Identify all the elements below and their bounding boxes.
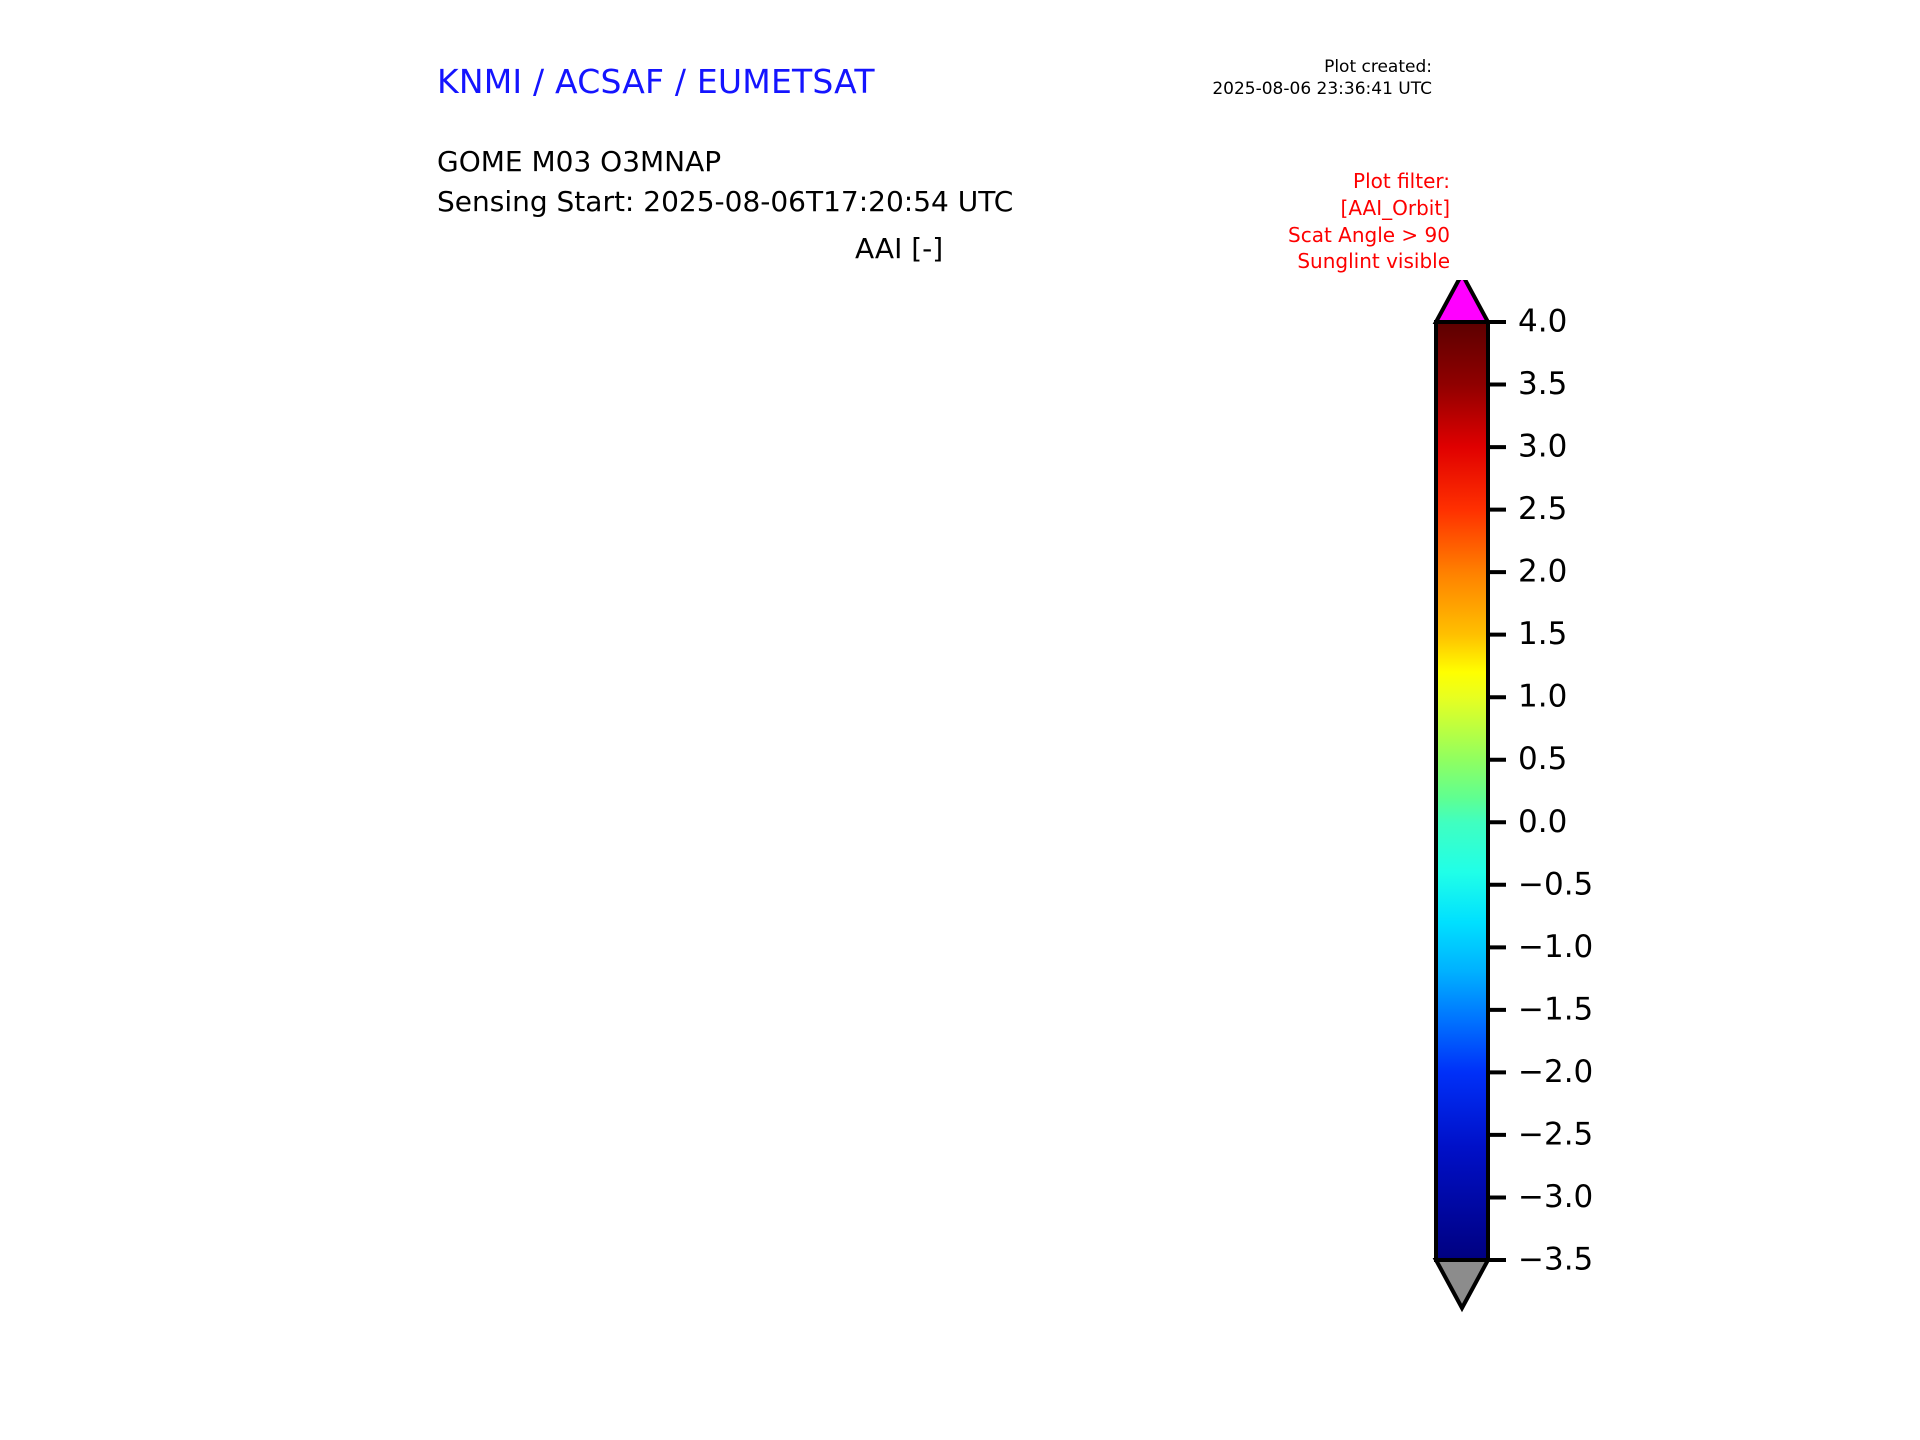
coastline-path	[564, 1268, 602, 1298]
colorbar-panel: 4.0 3.5 3.0 2.5 2.0 1.5 1.0 0.5 0.0 −0.5 −1.0 −1.5 −…	[1418, 280, 1658, 1320]
coastline-path	[426, 986, 603, 1118]
colorbar-tick-label: 1.0	[1518, 679, 1567, 715]
coastline-path	[717, 1246, 762, 1282]
colorbar-tick-label: 2.0	[1518, 554, 1567, 590]
aai-swath-layer	[440, 270, 1440, 1236]
coastline-path	[1020, 866, 1072, 904]
colorbar-tick-label: −0.5	[1518, 866, 1593, 902]
variable-label: AAI [-]	[855, 232, 944, 265]
map-svg	[420, 270, 1440, 1310]
coastline-path	[706, 1250, 970, 1289]
colorbar-tick-label: 1.5	[1518, 616, 1567, 652]
plot-created-label: Plot created:	[1324, 57, 1432, 77]
coastline-path	[1153, 823, 1207, 862]
map-panel	[420, 270, 1440, 1310]
colorbar-tick-label: −3.5	[1518, 1242, 1593, 1278]
colorbar-tick-label: 2.5	[1518, 491, 1567, 527]
colorbar-over-arrow	[1432, 280, 1492, 324]
organisation-header: KNMI / ACSAF / EUMETSAT	[437, 62, 875, 101]
colorbar-tick-label: 4.0	[1518, 304, 1567, 340]
map-contents	[426, 270, 1440, 1298]
aai-swath-cells	[440, 270, 1440, 1236]
coastline-path	[1266, 342, 1425, 706]
coastline-path	[972, 1234, 1016, 1268]
plot-filter-line-1: [AAI_Orbit]	[1340, 195, 1450, 220]
coastlines	[426, 342, 1429, 1298]
colorbar-tick-label: −3.0	[1518, 1179, 1593, 1215]
coastline-path	[1114, 889, 1182, 934]
colorbar-tick-label: 0.0	[1518, 804, 1567, 840]
coastline-path	[1321, 753, 1365, 789]
coastline-path	[476, 1137, 558, 1194]
colorbar-svg: 4.0 3.5 3.0 2.5 2.0 1.5 1.0 0.5 0.0 −0.5 −1.0 −1.5 −…	[1432, 280, 1593, 1313]
colorbar-tick-label: −1.5	[1518, 991, 1593, 1027]
colorbar-tick-label: 3.5	[1518, 366, 1567, 402]
product-name: GOME M03 O3MNAP	[437, 145, 722, 178]
coastline-path	[1009, 738, 1171, 852]
plot-created-value: 2025-08-06 23:36:41 UTC	[1212, 79, 1432, 100]
coastline-path	[1154, 916, 1282, 1072]
coastline-path	[1008, 1123, 1095, 1198]
plot-created-block: Plot created: 2025-08-06 23:36:41 UTC	[1212, 56, 1432, 101]
colorbar-tick-label: −1.0	[1518, 929, 1593, 965]
colorbar-tick-label: −2.5	[1518, 1116, 1593, 1152]
colorbar-tick-label: 0.5	[1518, 741, 1567, 777]
coastline-path	[1154, 706, 1266, 916]
colorbar-under-arrow	[1432, 1258, 1492, 1313]
colorbar-tick-label: −2.0	[1518, 1054, 1593, 1090]
product-title-block: GOME M03 O3MNAP Sensing Start: 2025-08-0…	[437, 142, 1013, 222]
coastline-path	[1203, 966, 1281, 1034]
colorbar-gradient	[1434, 320, 1490, 1262]
plot-filter-line-3: Sunglint visible	[1297, 249, 1450, 274]
plot-filter-title: Plot filter:	[1353, 169, 1450, 193]
colorbar-tick-label: 3.0	[1518, 429, 1567, 465]
plot-filter-block: Plot filter: [AAI_Orbit] Scat Angle > 90…	[1288, 168, 1450, 275]
plot-filter-line-2: Scat Angle > 90	[1288, 222, 1450, 247]
coastline-path	[690, 931, 875, 1250]
coastline-path	[1080, 826, 1142, 872]
sensing-start: Sensing Start: 2025-08-06T17:20:54 UTC	[437, 184, 1014, 218]
coastline-path	[1038, 342, 1422, 516]
colorbar-ticks: 4.0 3.5 3.0 2.5 2.0 1.5 1.0 0.5 0.0 −0.5 −1.0 −1.5 −…	[1488, 304, 1593, 1278]
coastline-path	[856, 520, 975, 563]
coastline-path	[428, 513, 1038, 532]
